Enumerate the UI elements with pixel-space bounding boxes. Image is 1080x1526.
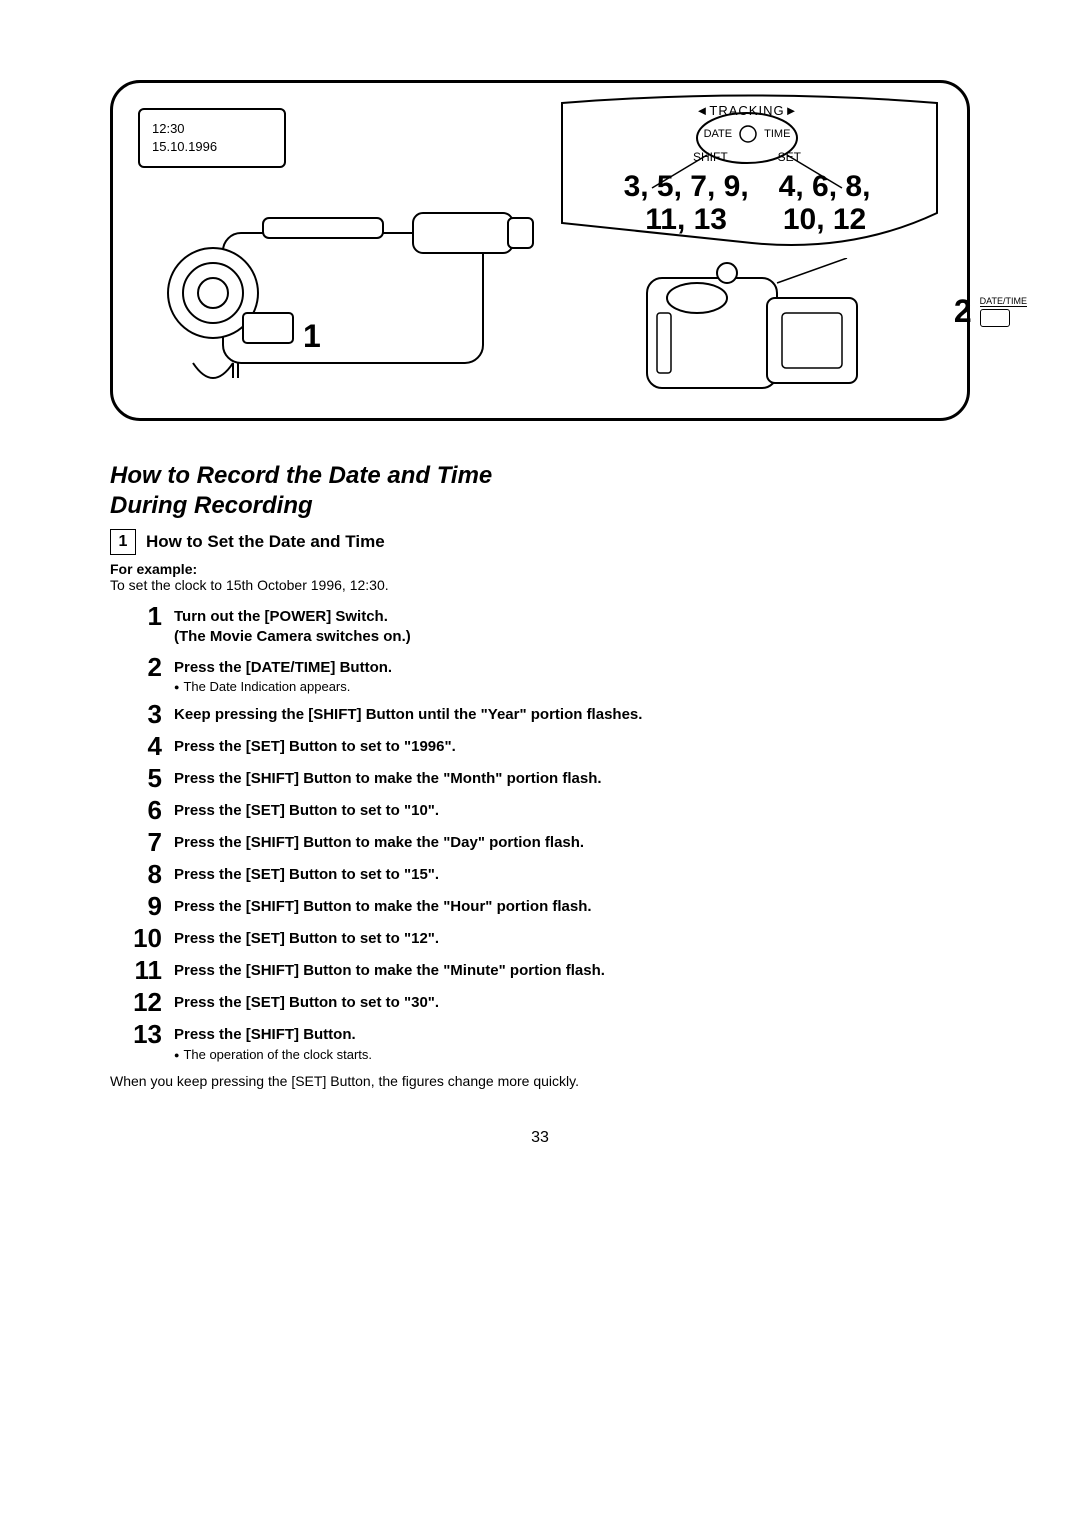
steps-list: 1Turn out the [POWER] Switch.(The Movie … (110, 603, 650, 1063)
step-item: 8Press the [SET] Button to set to "15". (110, 861, 650, 887)
step-bold-text: Turn out the [POWER] Switch.(The Movie C… (174, 607, 650, 648)
time-label: TIME (764, 129, 790, 140)
set-step-numbers: 4, 6, 8, 10, 12 (779, 170, 871, 236)
example-desc: To set the clock to 15th October 1996, 1… (110, 577, 970, 593)
step-body: Press the [SHIFT] Button to make the "Da… (174, 829, 650, 853)
step-number: 5 (110, 765, 174, 791)
tracking-label: ◄TRACKING► (557, 103, 937, 118)
step-body: Press the [SET] Button to set to "1996". (174, 733, 650, 757)
step-bold-text: Press the [DATE/TIME] Button. (174, 658, 650, 678)
camera-illustration (153, 163, 573, 393)
step-body: Press the [SHIFT] Button.The operation o… (174, 1021, 650, 1063)
step-number: 4 (110, 733, 174, 759)
step-item: 13Press the [SHIFT] Button.The operation… (110, 1021, 650, 1063)
step-number: 12 (110, 989, 174, 1015)
shift-step-numbers: 3, 5, 7, 9, 11, 13 (624, 170, 749, 236)
step-body: Press the [SHIFT] Button to make the "Mi… (174, 957, 650, 981)
step2-callout-num: 2 (954, 293, 972, 330)
date-time-button-callout: 2 DATE/TIME (954, 293, 1027, 330)
step-bold-text: Press the [SET] Button to set to "30". (174, 993, 650, 1013)
step-note: The Date Indication appears. (174, 678, 650, 696)
step-item: 4Press the [SET] Button to set to "1996"… (110, 733, 650, 759)
step-number: 3 (110, 701, 174, 727)
step-number: 10 (110, 925, 174, 951)
step-note: The operation of the clock starts. (174, 1046, 650, 1064)
page-number: 33 (110, 1129, 970, 1147)
step-number: 2 (110, 654, 174, 680)
step-bold-text: Press the [SET] Button to set to "12". (174, 929, 650, 949)
step-number: 6 (110, 797, 174, 823)
step-number: 13 (110, 1021, 174, 1047)
step-bold-text: Press the [SET] Button to set to "1996". (174, 737, 650, 757)
control-panel: ◄TRACKING► DATE TIME SHIFT SET 3, 5, 7, … (557, 103, 937, 236)
example-label: For example: (110, 561, 970, 577)
step-item: 11Press the [SHIFT] Button to make the "… (110, 957, 650, 983)
step1-callout-num: 1 (303, 318, 321, 355)
step-item: 2Press the [DATE/TIME] Button.The Date I… (110, 654, 650, 696)
date-time-small-label: DATE/TIME (980, 296, 1027, 307)
step-number: 7 (110, 829, 174, 855)
lcd-display: 12:30 15.10.1996 (138, 108, 286, 168)
step-item: 5Press the [SHIFT] Button to make the "M… (110, 765, 650, 791)
step-body: Press the [SET] Button to set to "12". (174, 925, 650, 949)
camera-rear-illustration (637, 258, 867, 408)
step-item: 1Turn out the [POWER] Switch.(The Movie … (110, 603, 650, 648)
step-body: Press the [SET] Button to set to "15". (174, 861, 650, 885)
step-bold-text: Press the [SHIFT] Button to make the "Da… (174, 833, 650, 853)
boxed-section-number: 1 (110, 529, 136, 555)
step-item: 6Press the [SET] Button to set to "10". (110, 797, 650, 823)
step-body: Press the [SHIFT] Button to make the "Mo… (174, 765, 650, 789)
section-title: How to Record the Date and Time During R… (110, 461, 630, 521)
step-item: 7Press the [SHIFT] Button to make the "D… (110, 829, 650, 855)
step-bold-text: Press the [SHIFT] Button to make the "Mi… (174, 961, 650, 981)
date-label: DATE (704, 129, 733, 140)
dial-circle-icon (736, 122, 760, 146)
step-bold-text: Keep pressing the [SHIFT] Button until t… (174, 705, 650, 725)
date-time-btn-icon (980, 309, 1010, 327)
step-body: Press the [SET] Button to set to "10". (174, 797, 650, 821)
subhead: How to Set the Date and Time (146, 532, 385, 552)
step-bold-text: Press the [SHIFT] Button to make the "Mo… (174, 769, 650, 789)
step-bold-text: Press the [SHIFT] Button to make the "Ho… (174, 897, 650, 917)
diagram-box: 12:30 15.10.1996 1 (110, 80, 970, 421)
step-item: 10Press the [SET] Button to set to "12". (110, 925, 650, 951)
shift-label: SHIFT (693, 150, 728, 164)
set-label: SET (778, 150, 801, 164)
step-bold-text: Press the [SET] Button to set to "15". (174, 865, 650, 885)
step-body: Press the [SHIFT] Button to make the "Ho… (174, 893, 650, 917)
step-bold-text: Press the [SET] Button to set to "10". (174, 801, 650, 821)
step-number: 11 (110, 957, 174, 983)
lcd-time: 12:30 (152, 120, 272, 138)
footer-note: When you keep pressing the [SET] Button,… (110, 1073, 630, 1089)
step-body: Turn out the [POWER] Switch.(The Movie C… (174, 603, 650, 648)
step-item: 3Keep pressing the [SHIFT] Button until … (110, 701, 650, 727)
step-number: 9 (110, 893, 174, 919)
step-item: 9Press the [SHIFT] Button to make the "H… (110, 893, 650, 919)
step-number: 1 (110, 603, 174, 629)
step-body: Press the [SET] Button to set to "30". (174, 989, 650, 1013)
step-item: 12Press the [SET] Button to set to "30". (110, 989, 650, 1015)
step-body: Keep pressing the [SHIFT] Button until t… (174, 701, 650, 725)
step-number: 8 (110, 861, 174, 887)
lcd-date: 15.10.1996 (152, 138, 272, 156)
step-bold-text: Press the [SHIFT] Button. (174, 1025, 650, 1045)
step-body: Press the [DATE/TIME] Button.The Date In… (174, 654, 650, 696)
